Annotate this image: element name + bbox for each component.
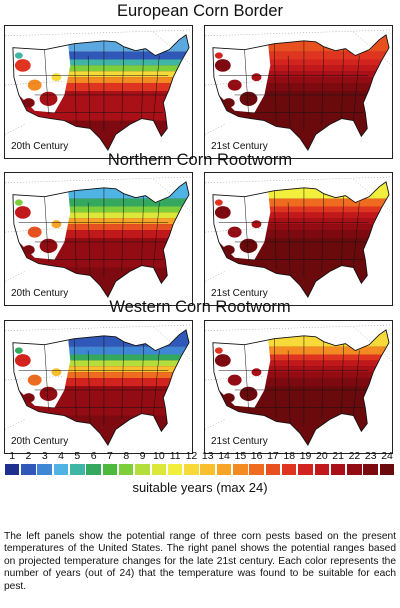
legend-item: 18	[281, 450, 297, 475]
legend-item: 15	[232, 450, 248, 475]
legend-swatch	[314, 464, 330, 475]
map-panel-20th: 20th Century	[4, 172, 193, 306]
legend-swatch	[200, 464, 215, 475]
legend-value: 8	[123, 450, 130, 462]
legend-swatch	[135, 464, 150, 475]
legend-swatch	[86, 464, 101, 475]
legend-swatch	[363, 464, 378, 475]
legend-item: 22	[346, 450, 362, 475]
legend-swatch	[265, 464, 281, 475]
map-panel-20th: 20th Century	[4, 25, 193, 159]
map-panel-21st: 21st Century	[204, 25, 393, 159]
legend-value: 1	[9, 450, 16, 462]
legend-swatch	[167, 464, 183, 475]
description-text: The left panels show the potential range…	[4, 531, 396, 592]
legend-item: 6	[86, 450, 102, 475]
legend-item: 1	[4, 450, 20, 475]
legend-value: 19	[299, 450, 312, 462]
legend-value: 20	[315, 450, 328, 462]
legend-swatch	[4, 464, 20, 475]
legend-item: 14	[216, 450, 232, 475]
legend-value: 3	[41, 450, 48, 462]
legend-item: 2	[20, 450, 36, 475]
legend-swatch	[70, 464, 85, 475]
us-map-graphic	[5, 176, 192, 299]
section-title: European Corn Border	[116, 2, 283, 20]
legend-value: 2	[25, 450, 32, 462]
legend-item: 3	[37, 450, 53, 475]
legend-item: 8	[118, 450, 134, 475]
legend-item: 7	[102, 450, 118, 475]
us-map-graphic	[5, 29, 192, 152]
legend-swatch	[118, 464, 134, 475]
legend-value: 16	[250, 450, 263, 462]
legend-value: 6	[90, 450, 97, 462]
legend-value: 21	[332, 450, 344, 462]
map-panel-21st: 21st Century	[204, 320, 393, 454]
legend-value: 17	[267, 450, 279, 462]
legend-swatch	[330, 464, 346, 475]
legend-value: 22	[348, 450, 361, 462]
legend-value: 4	[58, 450, 64, 462]
legend-value: 10	[152, 450, 165, 462]
legend-item: 9	[134, 450, 150, 475]
legend-swatch	[37, 464, 52, 475]
legend-value: 5	[74, 450, 81, 462]
panel-label: 21st Century	[211, 436, 268, 447]
color-legend: 1 2 3 4 5 6 7 8 9 10 11 12 13 14 15 16 17 18 19 20 21 22 23 24	[4, 450, 396, 490]
legend-value: 14	[218, 450, 230, 462]
panel-label: 21st Century	[211, 288, 268, 299]
legend-swatch	[102, 464, 118, 475]
legend-item: 16	[249, 450, 265, 475]
section-title: Northern Corn Rootworm	[107, 151, 293, 169]
legend-item: 5	[69, 450, 85, 475]
legend-item: 17	[265, 450, 281, 475]
legend-item: 19	[297, 450, 313, 475]
us-map-graphic	[205, 29, 392, 152]
us-map-graphic	[5, 324, 192, 447]
legend-swatch	[21, 464, 36, 475]
us-map-graphic	[205, 324, 392, 447]
legend-item: 4	[53, 450, 69, 475]
legend-swatch	[379, 464, 395, 475]
legend-item: 12	[183, 450, 199, 475]
legend-value: 23	[364, 450, 377, 462]
legend-item: 23	[363, 450, 379, 475]
legend-item: 10	[151, 450, 167, 475]
panel-label: 20th Century	[11, 141, 69, 152]
map-panel-21st: 21st Century	[204, 172, 393, 306]
legend-item: 20	[314, 450, 330, 475]
legend-value: 9	[139, 450, 146, 462]
legend-swatch	[298, 464, 313, 475]
legend-swatch	[216, 464, 232, 475]
legend-caption: suitable years (max 24)	[132, 480, 268, 495]
legend-item: 24	[379, 450, 395, 475]
panel-label: 20th Century	[11, 288, 69, 299]
panel-label: 21st Century	[211, 141, 268, 152]
legend-value: 24	[381, 450, 393, 462]
legend-value: 15	[234, 450, 247, 462]
legend-swatch	[233, 464, 248, 475]
legend-swatch	[184, 464, 199, 475]
legend-value: 11	[169, 450, 181, 462]
legend-value: 18	[283, 450, 296, 462]
legend-swatch	[281, 464, 297, 475]
panel-label: 20th Century	[11, 436, 69, 447]
map-panel-20th: 20th Century	[4, 320, 193, 454]
legend-item: 13	[200, 450, 216, 475]
us-map-graphic	[205, 176, 392, 299]
legend-item: 11	[167, 450, 183, 475]
legend-swatch	[249, 464, 264, 475]
legend-swatch	[53, 464, 69, 475]
legend-swatch	[151, 464, 167, 475]
legend-value: 12	[185, 450, 198, 462]
legend-swatch	[347, 464, 362, 475]
legend-value: 13	[201, 450, 214, 462]
legend-value: 7	[107, 450, 113, 462]
section-title: Western Corn Rootworm	[109, 298, 291, 316]
legend-item: 21	[330, 450, 346, 475]
